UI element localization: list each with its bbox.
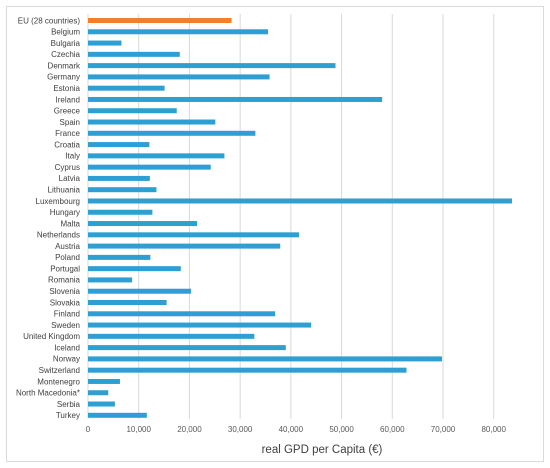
category-label: Belgium [51,28,80,37]
category-label: Portugal [50,264,80,273]
category-label: Montenegro [37,377,80,386]
category-label: Latvia [59,174,81,183]
bar [88,187,157,193]
bar [88,333,255,339]
bar [88,29,269,35]
bar [88,130,256,136]
category-label: Iceland [54,343,80,352]
category-labels: EU (28 countries) Belgium Bulgaria Czechia D… [16,16,81,420]
category-label: Ireland [56,95,80,104]
bar [88,209,153,215]
category-label: Luxembourg [36,197,80,206]
category-label: Turkey [56,411,80,420]
x-tick-labels: 0 10,000 20,000 30,000 40,000 50,000 60,000 70,… [86,425,507,434]
bar [88,401,115,407]
category-label: Slovenia [49,287,80,296]
category-label: Slovakia [50,298,81,307]
category-label: EU (28 countries) [18,16,81,25]
category-label: Serbia [57,400,81,409]
category-label: Croatia [54,140,80,149]
category-label: Czechia [51,50,80,59]
bar [88,153,225,159]
category-label: United Kingdom [23,332,80,341]
bar [88,51,180,57]
category-label: Estonia [53,84,80,93]
bar [88,175,150,181]
category-label: Poland [55,253,80,262]
category-label: Hungary [50,208,80,217]
x-axis-title: real GPD per Capita (€) [262,444,383,456]
bar [88,322,312,328]
bar [88,243,281,249]
x-tick-label: 0 [86,425,91,434]
bar [88,266,181,272]
category-label: France [55,129,80,138]
bar [88,63,336,69]
bar [88,311,276,317]
x-tick-label: 80,000 [481,425,506,434]
x-tick-label: 20,000 [177,425,202,434]
category-label: Sweden [51,321,80,330]
bar [88,108,177,114]
category-label: Malta [60,219,80,228]
category-label: Romania [48,276,81,285]
category-label: North Macedonia* [16,389,80,398]
bar [88,18,232,23]
bar [88,164,211,170]
category-label: Finland [54,310,80,319]
bar [88,198,512,204]
x-tick-label: 60,000 [380,425,405,434]
bar [88,142,150,148]
bar [88,40,122,46]
bar [88,85,165,91]
bar [88,356,442,362]
gridlines [87,14,495,419]
bar [88,367,407,373]
category-label: Denmark [48,61,81,70]
bars [88,18,512,418]
x-tick-label: 50,000 [329,425,354,434]
category-label: Greece [54,107,81,116]
bar [88,288,191,294]
bar [88,232,299,238]
category-label: Bulgaria [51,39,81,48]
category-label: Austria [55,242,80,251]
category-label: Italy [65,152,80,161]
x-tick-label: 30,000 [228,425,253,434]
bar [88,277,133,283]
bar [88,378,120,384]
bar [88,74,270,80]
bar [88,345,286,351]
bar [88,96,383,102]
bar [88,221,198,227]
category-label: Netherlands [37,231,80,240]
category-label: Spain [60,118,80,127]
category-label: Cyprus [55,163,80,172]
bar [88,412,147,418]
category-label: Lithuania [48,186,81,195]
bar [88,300,167,305]
bar [88,254,151,260]
x-tick-label: 10,000 [126,425,151,434]
category-label: Germany [47,73,80,82]
category-label: Switzerland [39,366,80,375]
x-tick-label: 70,000 [431,425,456,434]
bar [88,390,109,396]
category-label: Norway [53,355,80,364]
bar [88,119,216,125]
x-tick-label: 40,000 [279,425,304,434]
